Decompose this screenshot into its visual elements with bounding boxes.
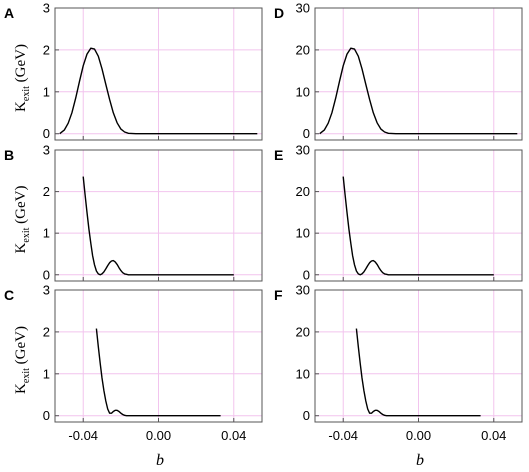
ytick-label-f-3: 30: [296, 283, 310, 298]
x-axis-title-1: b: [156, 452, 164, 469]
series-line-c: [95, 328, 221, 417]
ytick-label-c-0: 0: [43, 408, 50, 423]
x-axis-title-2: b: [416, 452, 424, 469]
panel-a: 0 1 2 3 A Kexit (GeV): [4, 1, 263, 141]
ytick-label-f-1: 10: [296, 366, 310, 381]
ytick-label-b-2: 2: [43, 184, 50, 199]
ytick-label-b-1: 1: [43, 226, 50, 241]
panel-f: 0 10 20 30 -0.04 0.00 0.04 F: [274, 283, 523, 443]
ytick-label-b-0: 0: [43, 267, 50, 282]
ytick-label-d-0: 0: [303, 126, 310, 141]
panel-b: 0 1 2 3 B Kexit (GeV): [4, 143, 263, 282]
ytick-label-f-2: 20: [296, 324, 310, 339]
xtick-label-f-1: 0.00: [406, 428, 431, 443]
series-line-d: [319, 47, 518, 135]
ytick-label-d-1: 10: [296, 84, 310, 99]
ytick-label-a-0: 0: [43, 126, 50, 141]
panel-letter-c: C: [4, 287, 14, 303]
panel-letter-e: E: [274, 147, 283, 163]
series-line-e: [342, 176, 494, 276]
ytick-label-d-3: 30: [296, 1, 310, 16]
y-axis-title-a: Kexit (GeV): [13, 44, 32, 112]
ytick-label-d-2: 20: [296, 42, 310, 57]
ytick-label-c-1: 1: [43, 366, 50, 381]
panel-c: 0 1 2 3 -0.04 0.00 0.04 C Kexit (GeV): [4, 283, 263, 443]
series-line-f: [355, 328, 481, 417]
panel-letter-b: B: [4, 147, 14, 163]
ytick-label-a-1: 1: [43, 84, 50, 99]
panel-letter-f: F: [274, 287, 283, 303]
panel-e: 0 10 20 30 E: [274, 143, 523, 282]
series-line-b: [82, 176, 234, 276]
y-axis-title-c: Kexit (GeV): [13, 326, 32, 394]
xtick-label-c-1: 0.00: [146, 428, 171, 443]
y-axis-title-b: Kexit (GeV): [13, 186, 32, 254]
xtick-label-f-0: -0.04: [328, 428, 358, 443]
xtick-label-f-2: 0.04: [481, 428, 506, 443]
ytick-label-a-3: 3: [43, 1, 50, 16]
ytick-label-c-2: 2: [43, 324, 50, 339]
xtick-label-c-2: 0.04: [221, 428, 246, 443]
ytick-label-e-0: 0: [303, 267, 310, 282]
ytick-label-c-3: 3: [43, 283, 50, 298]
ytick-label-b-3: 3: [43, 143, 50, 158]
panel-d: 0 10 20 30 D: [274, 1, 523, 141]
series-line-a: [59, 47, 258, 135]
ytick-label-e-3: 30: [296, 143, 310, 158]
ytick-label-e-2: 20: [296, 184, 310, 199]
panel-letter-a: A: [4, 5, 14, 21]
ytick-label-a-2: 2: [43, 42, 50, 57]
xtick-label-c-0: -0.04: [68, 428, 98, 443]
panel-letter-d: D: [274, 5, 284, 21]
ytick-label-f-0: 0: [303, 408, 310, 423]
ytick-label-e-1: 10: [296, 226, 310, 241]
